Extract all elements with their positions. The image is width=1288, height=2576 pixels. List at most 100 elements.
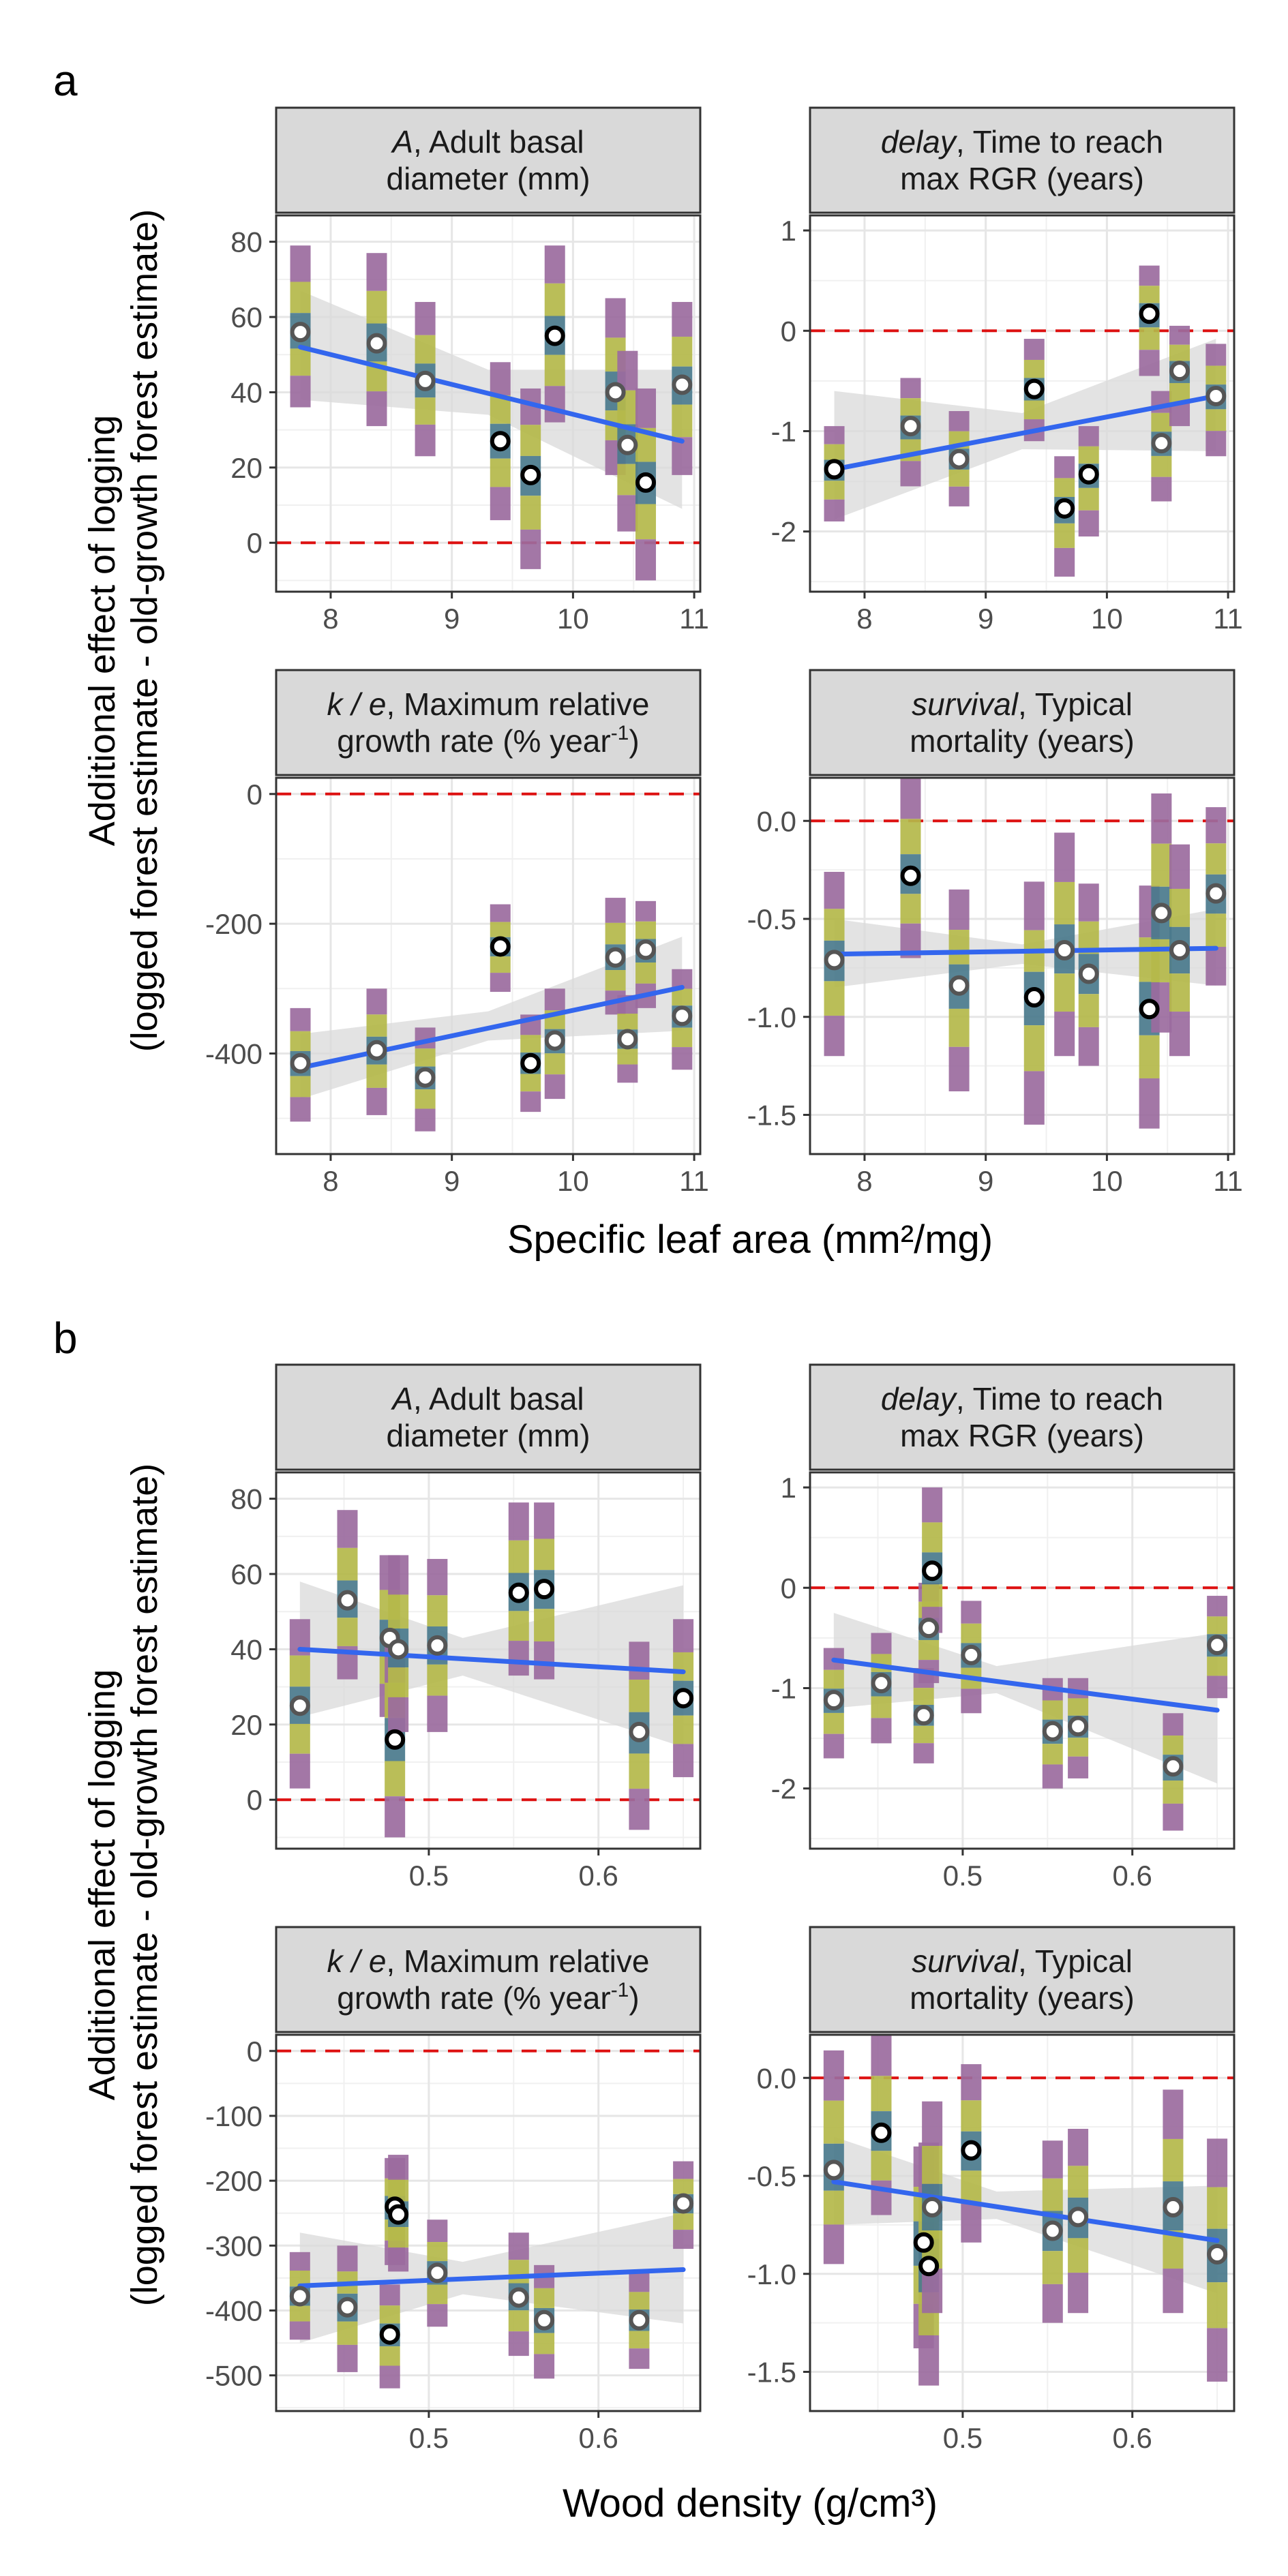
- interval-segment: [388, 2227, 409, 2248]
- trend-line: [298, 984, 685, 1070]
- interval-segment: [673, 2161, 694, 2179]
- interval-segment: [1207, 1676, 1228, 1699]
- interval-segment: [1207, 2282, 1228, 2329]
- x-tick-label: 8: [856, 603, 872, 635]
- x-tick-label: 9: [444, 1165, 460, 1197]
- data-point: [1068, 1716, 1089, 1737]
- strip-title-line2: growth rate (% year-1): [337, 1979, 639, 2016]
- interval-segment: [427, 2242, 448, 2262]
- y-axis-title-a-line1: Additional effect of logging: [82, 415, 123, 846]
- y-axis-title-a-line2: (logged forest estimate - old-growth for…: [124, 209, 165, 1052]
- interval-segment: [1068, 2238, 1089, 2273]
- interval-segment: [1054, 881, 1075, 925]
- x-tick-label: 0.5: [943, 2422, 983, 2454]
- data-point: [823, 2160, 844, 2181]
- data-point: [824, 950, 845, 971]
- y-tick-label: -1.0: [747, 1001, 796, 1033]
- data-point: [961, 2140, 982, 2161]
- interval-segment: [290, 245, 311, 282]
- data-point: [427, 1635, 448, 1656]
- data-point: [1054, 940, 1075, 960]
- interval-segment: [1068, 2166, 1089, 2198]
- data-point: [490, 936, 511, 957]
- interval-segment: [1169, 888, 1190, 927]
- strip-title-line1: survival, Typical: [912, 1943, 1133, 1979]
- data-point: [900, 416, 921, 437]
- interval-segment: [1139, 327, 1160, 350]
- interval-segment: [289, 1723, 310, 1754]
- data-point: [520, 1052, 541, 1074]
- interval-segment: [337, 2344, 358, 2372]
- y-tick-label: -1: [771, 415, 796, 447]
- data-point: [673, 2193, 694, 2214]
- interval-segment: [1163, 2138, 1184, 2182]
- interval-segment: [1139, 350, 1160, 376]
- data-point: [337, 2297, 358, 2318]
- interval-segment: [1169, 1012, 1190, 1057]
- interval-segment: [629, 1789, 650, 1830]
- data-point: [534, 1579, 555, 1600]
- interval-segment: [948, 469, 970, 487]
- interval-segment: [1078, 994, 1099, 1027]
- interval-segment: [900, 378, 921, 399]
- interval-segment: [289, 1655, 310, 1687]
- y-tick-label: -300: [205, 2230, 263, 2262]
- interval-segment: [337, 1510, 358, 1548]
- data-point: [490, 431, 511, 452]
- interval-segment: [1054, 832, 1075, 882]
- interval-segment: [629, 2271, 650, 2292]
- strip-title-line1: A, Adult basal: [390, 1381, 584, 1416]
- x-tick-label: 9: [444, 603, 460, 635]
- x-tick-label: 10: [557, 1165, 589, 1197]
- strip-title-line2: diameter (mm): [386, 1418, 590, 1453]
- interval-segment: [388, 2247, 409, 2272]
- interval-segment: [617, 495, 638, 532]
- data-point: [388, 1639, 409, 1660]
- interval-segment: [544, 1074, 565, 1100]
- interval-segment: [635, 900, 657, 922]
- panel-border: [275, 214, 702, 593]
- interval-segment: [544, 354, 565, 387]
- interval-segment: [629, 1753, 650, 1789]
- interval-segment: [1078, 1027, 1099, 1066]
- interval-segment: [823, 1712, 844, 1734]
- y-axis-title-b-line2: (logged forest estimate - old-growth for…: [124, 1464, 165, 2307]
- interval-segment: [415, 301, 436, 335]
- interval-segment: [900, 819, 921, 855]
- data-point: [1078, 963, 1099, 984]
- interval-segment: [534, 2288, 555, 2308]
- strip-title-line1: delay, Time to reach: [881, 1381, 1163, 1416]
- interval-segment: [1163, 1713, 1184, 1736]
- data-point: [366, 1040, 387, 1061]
- interval-segment: [290, 1007, 311, 1031]
- strip-header: [275, 1926, 702, 2033]
- strip-header: [809, 669, 1235, 776]
- trend-line: [297, 2267, 686, 2288]
- trend-line: [297, 1646, 686, 1675]
- panel-letter-b: b: [53, 1314, 78, 1363]
- y-tick-label: -200: [205, 908, 263, 940]
- interval-segment: [673, 1652, 694, 1681]
- data-point: [289, 1695, 310, 1716]
- interval-segment: [427, 1664, 448, 1696]
- interval-segment: [1205, 431, 1227, 457]
- interval-segment: [508, 2310, 529, 2332]
- interval-segment: [1169, 344, 1190, 361]
- interval-segment: [900, 461, 921, 487]
- interval-segment: [1139, 286, 1160, 303]
- interval-segment: [1163, 2089, 1184, 2139]
- interval-segment: [961, 1688, 982, 1714]
- interval-segment: [544, 386, 565, 423]
- interval-segment: [1151, 412, 1172, 432]
- data-point: [1139, 999, 1160, 1020]
- interval-segment: [871, 1718, 892, 1744]
- interval-segment: [1139, 1078, 1160, 1129]
- interval-segment: [922, 2101, 943, 2146]
- strip-title-line1: survival, Typical: [912, 686, 1133, 722]
- interval-segment: [605, 922, 626, 945]
- interval-segment: [490, 487, 511, 521]
- interval-segment: [605, 970, 626, 991]
- strip-title-line2: max RGR (years): [900, 1418, 1144, 1453]
